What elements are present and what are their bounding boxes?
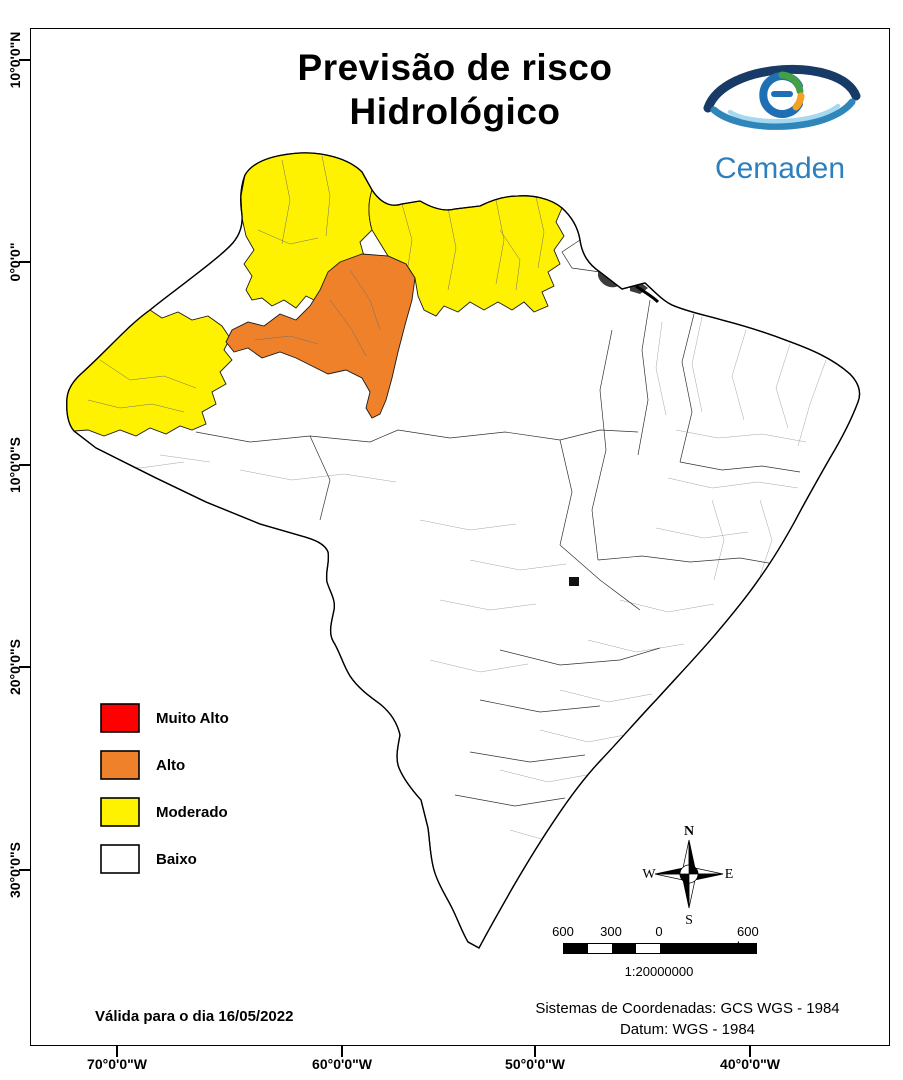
cemaden-eye-icon xyxy=(703,64,861,130)
compass-label-west: W xyxy=(642,867,656,882)
legend-item-moderado: Moderado xyxy=(100,797,229,827)
legend-swatch-baixo xyxy=(100,844,140,874)
scale-label: 0 xyxy=(655,924,663,939)
cemaden-wordmark: Cemaden xyxy=(715,152,845,185)
lon-tick xyxy=(116,1046,118,1057)
map-frame xyxy=(30,28,890,1046)
lat-tick xyxy=(19,261,30,263)
coordinate-system-note: Sistemas de Coordenadas: GCS WGS - 1984 … xyxy=(495,998,880,1040)
lat-tick xyxy=(19,59,30,61)
legend-label: Moderado xyxy=(156,803,228,821)
legend-label: Muito Alto xyxy=(156,709,229,727)
legend-swatch-alto xyxy=(100,750,140,780)
legend-label: Alto xyxy=(156,756,186,774)
legend-swatch-muito-alto xyxy=(100,703,140,733)
lon-label-50w: 50°0'0"W xyxy=(505,1056,565,1072)
cemaden-logo: Cemaden xyxy=(686,46,874,192)
legend-item-alto: Alto xyxy=(100,750,229,780)
scale-bar: 600 300 0 600 km 1:20000000 xyxy=(552,924,776,986)
scale-bar-segment xyxy=(612,944,636,953)
scale-bar-segment xyxy=(588,944,612,953)
validity-note: Válida para o dia 16/05/2022 xyxy=(95,1008,294,1025)
scale-bar-segment xyxy=(564,944,588,953)
scale-ratio: 1:20000000 xyxy=(624,964,694,979)
lat-tick xyxy=(19,464,30,466)
lon-label-40w: 40°0'0"W xyxy=(720,1056,780,1072)
compass-label-south: S xyxy=(685,913,693,928)
svg-text:Cemaden: Cemaden xyxy=(715,152,845,185)
state-boundaries xyxy=(195,239,801,807)
brasilia-marker xyxy=(569,577,579,586)
scale-label: 300 xyxy=(600,924,622,939)
datum-line: Datum: WGS - 1984 xyxy=(619,1021,756,1038)
scale-bar-blocks xyxy=(563,943,757,954)
lon-tick xyxy=(534,1046,536,1057)
compass-rose-icon: N S W E xyxy=(642,824,734,928)
lon-tick xyxy=(749,1046,751,1057)
coast-detail xyxy=(635,284,660,304)
risk-legend: Muito Alto Alto Moderado Baixo xyxy=(100,703,229,874)
lon-label-70w: 70°0'0"W xyxy=(87,1056,147,1072)
scale-bar-segment xyxy=(636,944,660,953)
lon-label-60w: 60°0'0"W xyxy=(312,1056,372,1072)
region-inner-boundaries xyxy=(87,155,545,413)
compass-label-east: E xyxy=(725,867,734,882)
scale-label: 600 xyxy=(552,924,574,939)
lon-tick xyxy=(341,1046,343,1057)
legend-item-baixo: Baixo xyxy=(100,844,229,874)
municipal-boundaries xyxy=(95,316,827,843)
lat-tick xyxy=(19,869,30,871)
brazil-outline-stroke xyxy=(66,152,861,949)
page-title: Previsão de risco Hidrológico xyxy=(200,46,710,133)
page-title-line1: Previsão de risco xyxy=(297,47,613,88)
legend-item-muito-alto: Muito Alto xyxy=(100,703,229,733)
scale-bar-segment xyxy=(660,944,756,953)
risk-region-alto-amazonas xyxy=(225,253,416,419)
crs-line: Sistemas de Coordenadas: GCS WGS - 1984 xyxy=(535,1000,840,1017)
legend-label: Baixo xyxy=(156,850,197,868)
lat-tick xyxy=(19,666,30,668)
page-title-line2: Hidrológico xyxy=(349,90,561,132)
compass-label-north: N xyxy=(684,824,694,839)
legend-swatch-moderado xyxy=(100,797,140,827)
